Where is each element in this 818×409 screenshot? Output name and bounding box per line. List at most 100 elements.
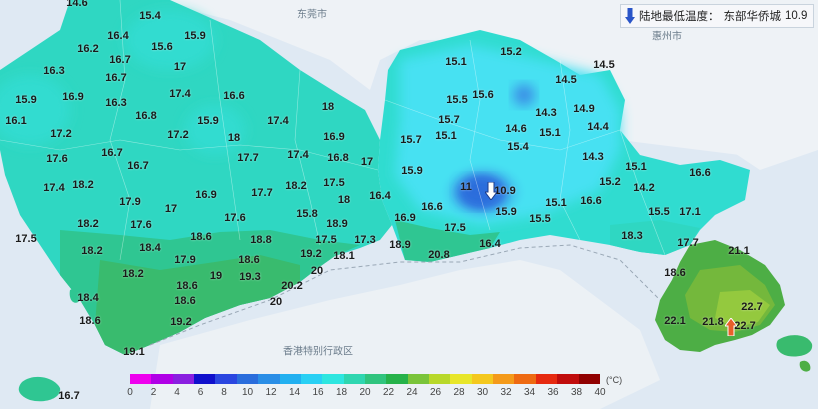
station-temp-label[interactable]: 18.4 <box>77 292 99 304</box>
station-temp-label[interactable]: 16.6 <box>689 167 711 179</box>
station-temp-label[interactable]: 18 <box>321 101 335 113</box>
station-temp-label[interactable]: 19 <box>209 270 223 282</box>
station-temp-label[interactable]: 18.2 <box>285 180 307 192</box>
station-temp-label[interactable]: 14.9 <box>573 103 595 115</box>
station-temp-label[interactable]: 14.6 <box>505 123 527 135</box>
station-temp-label[interactable]: 18.9 <box>389 239 411 251</box>
station-temp-label[interactable]: 16.7 <box>109 54 131 66</box>
station-temp-label[interactable]: 16.6 <box>421 201 443 213</box>
station-temp-label[interactable]: 17.6 <box>130 219 152 231</box>
min-temp-marker[interactable] <box>485 182 497 200</box>
station-temp-label[interactable]: 17.2 <box>50 128 72 140</box>
station-temp-label[interactable]: 16.4 <box>107 30 129 42</box>
station-temp-label[interactable]: 17.5 <box>444 222 466 234</box>
station-temp-label[interactable]: 18.9 <box>326 218 348 230</box>
station-temp-label[interactable]: 16.6 <box>580 195 602 207</box>
station-temp-label[interactable]: 15.9 <box>184 30 206 42</box>
station-temp-label[interactable]: 14.3 <box>535 107 557 119</box>
station-temp-label[interactable]: 14.5 <box>593 59 615 71</box>
station-temp-label[interactable]: 15.5 <box>529 213 551 225</box>
station-temp-label[interactable]: 17.5 <box>315 234 337 246</box>
station-temp-label[interactable]: 17.6 <box>46 153 68 165</box>
station-temp-label[interactable]: 18 <box>227 132 241 144</box>
station-temp-label[interactable]: 16.1 <box>5 115 27 127</box>
station-temp-label[interactable]: 10.9 <box>494 185 516 197</box>
station-temp-label[interactable]: 17 <box>173 61 187 73</box>
station-temp-label[interactable]: 15.9 <box>495 206 517 218</box>
station-temp-label[interactable]: 18.6 <box>174 295 196 307</box>
station-temp-label[interactable]: 14.4 <box>587 121 609 133</box>
station-temp-label[interactable]: 15.6 <box>472 89 494 101</box>
station-temp-label[interactable]: 18.6 <box>190 231 212 243</box>
station-temp-label[interactable]: 16.4 <box>479 238 501 250</box>
station-temp-label[interactable]: 22.7 <box>734 320 756 332</box>
station-temp-label[interactable]: 15.1 <box>539 127 561 139</box>
station-temp-label[interactable]: 18.2 <box>81 245 103 257</box>
station-temp-label[interactable]: 16.8 <box>327 152 349 164</box>
station-temp-label[interactable]: 18.6 <box>664 267 686 279</box>
station-temp-label[interactable]: 15.9 <box>401 165 423 177</box>
station-temp-label[interactable]: 11 <box>460 181 472 193</box>
station-temp-label[interactable]: 15.7 <box>438 114 460 126</box>
station-temp-label[interactable]: 18.3 <box>621 230 643 242</box>
station-temp-label[interactable]: 17.3 <box>354 234 376 246</box>
station-temp-label[interactable]: 15.5 <box>446 94 468 106</box>
station-temp-label[interactable]: 16.3 <box>105 97 127 109</box>
station-temp-label[interactable]: 18.2 <box>77 218 99 230</box>
min-temperature-box[interactable]: 陆地最低温度： 东部华侨城 10.9 <box>620 4 815 28</box>
station-temp-label[interactable]: 17.4 <box>43 182 65 194</box>
station-temp-label[interactable]: 16.9 <box>394 212 416 224</box>
station-temp-label[interactable]: 18.6 <box>176 280 198 292</box>
station-temp-label[interactable]: 16.9 <box>323 131 345 143</box>
station-temp-label[interactable]: 18.2 <box>122 268 144 280</box>
station-temp-label[interactable]: 16.4 <box>369 190 391 202</box>
station-temp-label[interactable]: 17.2 <box>167 129 189 141</box>
station-temp-label[interactable]: 17.7 <box>251 187 273 199</box>
station-temp-label[interactable]: 17.5 <box>323 177 345 189</box>
station-temp-label[interactable]: 20.2 <box>281 280 303 292</box>
max-temp-marker[interactable] <box>725 318 737 336</box>
station-temp-label[interactable]: 16.2 <box>77 43 99 55</box>
station-temp-label[interactable]: 17.6 <box>224 212 246 224</box>
station-temp-label[interactable]: 15.1 <box>545 197 567 209</box>
station-temp-label[interactable]: 16.7 <box>105 72 127 84</box>
station-temp-label[interactable]: 19.2 <box>170 316 192 328</box>
station-temp-label[interactable]: 15.9 <box>15 94 37 106</box>
station-temp-label[interactable]: 15.9 <box>197 115 219 127</box>
station-temp-label[interactable]: 17.4 <box>287 149 309 161</box>
station-temp-label[interactable]: 17 <box>360 156 374 168</box>
station-temp-label[interactable]: 17.9 <box>174 254 196 266</box>
station-temp-label[interactable]: 16.8 <box>135 110 157 122</box>
station-temp-label[interactable]: 18.4 <box>139 242 161 254</box>
station-temp-label[interactable]: 22.7 <box>741 301 763 313</box>
station-temp-label[interactable]: 17.4 <box>267 115 289 127</box>
station-temp-label[interactable]: 17.4 <box>169 88 191 100</box>
station-temp-label[interactable]: 15.2 <box>599 176 621 188</box>
station-temp-label[interactable]: 17.7 <box>677 237 699 249</box>
station-temp-label[interactable]: 18 <box>337 194 351 206</box>
station-temp-label[interactable]: 20.8 <box>428 249 450 261</box>
station-temp-label[interactable]: 15.7 <box>400 134 422 146</box>
station-temp-label[interactable]: 15.1 <box>445 56 467 68</box>
station-temp-label[interactable]: 18.6 <box>238 254 260 266</box>
station-temp-label[interactable]: 15.2 <box>500 46 522 58</box>
station-temp-label[interactable]: 21.1 <box>728 245 750 257</box>
station-temp-label[interactable]: 14.2 <box>633 182 655 194</box>
station-temp-label[interactable]: 14.3 <box>582 151 604 163</box>
station-temp-label[interactable]: 18.2 <box>72 179 94 191</box>
station-temp-label[interactable]: 18.8 <box>250 234 272 246</box>
station-temp-label[interactable]: 15.5 <box>648 206 670 218</box>
station-temp-label[interactable]: 18.6 <box>79 315 101 327</box>
station-temp-label[interactable]: 15.1 <box>435 130 457 142</box>
station-temp-label[interactable]: 16.7 <box>101 147 123 159</box>
station-temp-label[interactable]: 15.4 <box>507 141 529 153</box>
station-temp-label[interactable]: 16.9 <box>62 91 84 103</box>
station-temp-label[interactable]: 17.1 <box>679 206 701 218</box>
station-temp-label[interactable]: 21.8 <box>702 316 724 328</box>
station-temp-label[interactable]: 14.5 <box>555 74 577 86</box>
station-temp-label[interactable]: 15.6 <box>151 41 173 53</box>
station-temp-label[interactable]: 19.1 <box>123 346 145 358</box>
station-temp-label[interactable]: 15.1 <box>625 161 647 173</box>
station-temp-label[interactable]: 15.4 <box>139 10 161 22</box>
